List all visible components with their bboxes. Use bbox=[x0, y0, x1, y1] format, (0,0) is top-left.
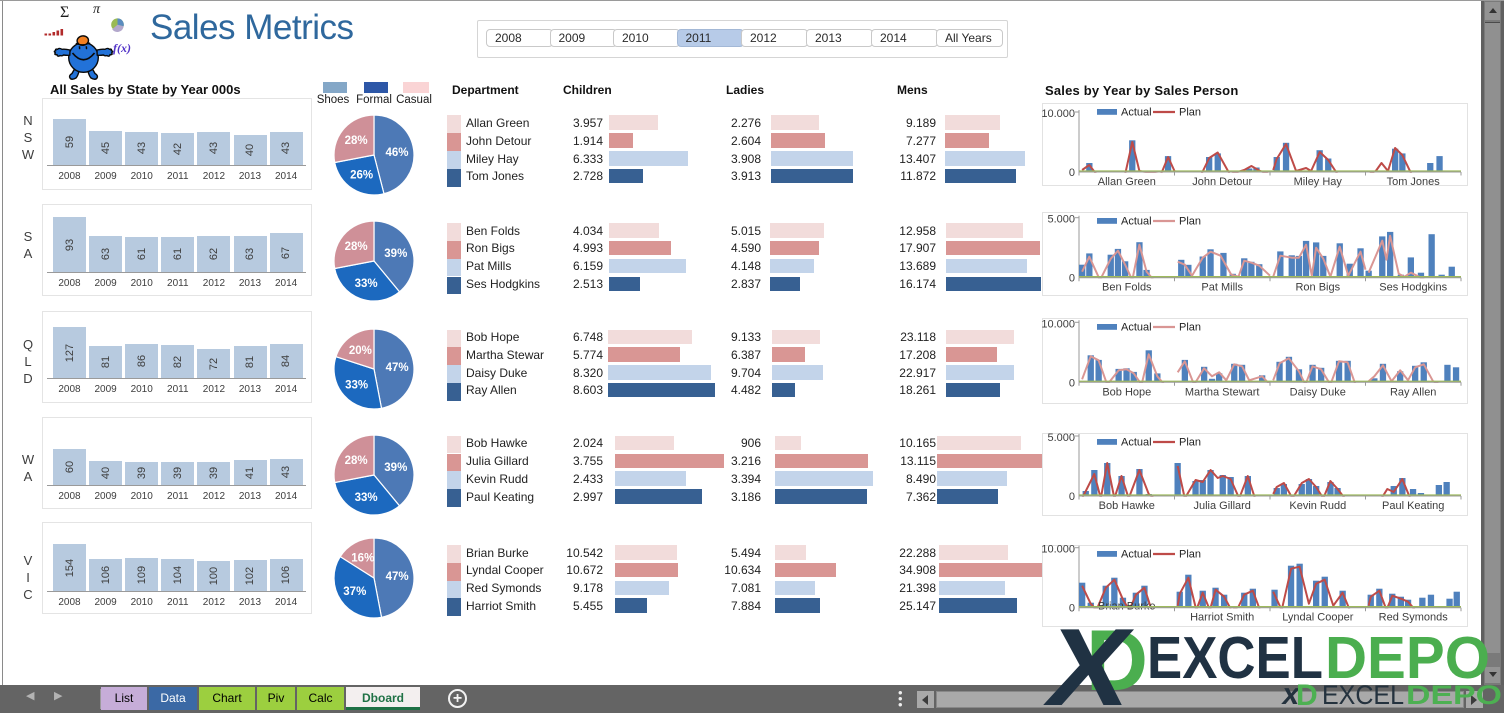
svg-text:33%: 33% bbox=[345, 379, 368, 391]
svg-text:0: 0 bbox=[1069, 603, 1075, 615]
svg-text:28%: 28% bbox=[344, 241, 367, 253]
svg-text:Plan: Plan bbox=[1179, 322, 1201, 334]
svg-text:Plan: Plan bbox=[1179, 437, 1201, 449]
svg-text:Paul Keating: Paul Keating bbox=[1382, 500, 1444, 512]
svg-text:Red Symonds: Red Symonds bbox=[1379, 612, 1449, 624]
svg-text:33%: 33% bbox=[354, 277, 377, 289]
svg-text:0: 0 bbox=[1069, 491, 1075, 503]
svg-text:Bob Hope: Bob Hope bbox=[1102, 386, 1151, 398]
svg-text:Plan: Plan bbox=[1179, 107, 1201, 119]
svg-text:37%: 37% bbox=[343, 586, 366, 598]
svg-text:Plan: Plan bbox=[1179, 216, 1201, 228]
svg-text:f(x): f(x) bbox=[113, 41, 131, 55]
svg-text:20%: 20% bbox=[348, 345, 371, 357]
svg-text:47%: 47% bbox=[385, 571, 408, 583]
svg-text:EXCEL: EXCEL bbox=[1322, 680, 1404, 710]
svg-text:Kevin Rudd: Kevin Rudd bbox=[1289, 500, 1346, 512]
svg-text:5.000: 5.000 bbox=[1047, 214, 1075, 226]
svg-text:0: 0 bbox=[1069, 377, 1075, 389]
svg-text:Allan Green: Allan Green bbox=[1098, 176, 1156, 188]
svg-text:Pat Mills: Pat Mills bbox=[1201, 282, 1243, 294]
svg-text:Ben Folds: Ben Folds bbox=[1102, 282, 1152, 294]
svg-text:Ray Allen: Ray Allen bbox=[1390, 386, 1436, 398]
svg-text:Harriot Smith: Harriot Smith bbox=[1190, 612, 1254, 624]
svg-text:28%: 28% bbox=[344, 135, 367, 147]
svg-text:Miley Hay: Miley Hay bbox=[1294, 176, 1343, 188]
svg-text:39%: 39% bbox=[384, 248, 407, 260]
svg-text:EXCEL: EXCEL bbox=[1147, 625, 1323, 691]
svg-text:x: x bbox=[1280, 678, 1302, 711]
svg-text:Ron Bigs: Ron Bigs bbox=[1295, 282, 1340, 294]
svg-text:47%: 47% bbox=[385, 361, 408, 373]
svg-text:28%: 28% bbox=[344, 455, 367, 467]
svg-text:39%: 39% bbox=[384, 462, 407, 474]
svg-text:Actual: Actual bbox=[1121, 322, 1152, 334]
svg-text:10.000: 10.000 bbox=[1042, 318, 1075, 330]
svg-text:Daisy Duke: Daisy Duke bbox=[1290, 386, 1346, 398]
svg-text:Actual: Actual bbox=[1121, 107, 1152, 119]
svg-text:Ses Hodgkins: Ses Hodgkins bbox=[1379, 282, 1447, 294]
svg-text:Σ: Σ bbox=[60, 4, 69, 21]
svg-text:Martha Stewart: Martha Stewart bbox=[1185, 386, 1260, 398]
svg-text:John Detour: John Detour bbox=[1192, 176, 1252, 188]
svg-text:5.000: 5.000 bbox=[1047, 433, 1075, 444]
svg-text:Actual: Actual bbox=[1121, 437, 1152, 449]
svg-text:16%: 16% bbox=[351, 553, 374, 565]
svg-text:10.000: 10.000 bbox=[1042, 108, 1075, 120]
svg-text:D: D bbox=[1296, 679, 1318, 712]
svg-text:DEPO: DEPO bbox=[1325, 625, 1490, 691]
svg-text:Bob Hawke: Bob Hawke bbox=[1099, 500, 1155, 512]
svg-text:Julia Gillard: Julia Gillard bbox=[1193, 500, 1250, 512]
svg-text:D: D bbox=[1086, 613, 1148, 709]
svg-text:46%: 46% bbox=[385, 147, 408, 159]
svg-text:π: π bbox=[93, 2, 101, 17]
svg-text:0: 0 bbox=[1069, 167, 1075, 179]
svg-text:DEPO: DEPO bbox=[1406, 680, 1502, 710]
svg-text:0: 0 bbox=[1069, 273, 1075, 285]
svg-text:Plan: Plan bbox=[1179, 549, 1201, 561]
svg-text:Actual: Actual bbox=[1121, 549, 1152, 561]
svg-text:26%: 26% bbox=[350, 169, 373, 181]
svg-text:Actual: Actual bbox=[1121, 216, 1152, 228]
svg-text:33%: 33% bbox=[354, 492, 377, 504]
svg-text:Tom Jones: Tom Jones bbox=[1387, 176, 1441, 188]
svg-text:10.000: 10.000 bbox=[1042, 545, 1075, 556]
svg-text:Lyndal Cooper: Lyndal Cooper bbox=[1282, 612, 1353, 624]
